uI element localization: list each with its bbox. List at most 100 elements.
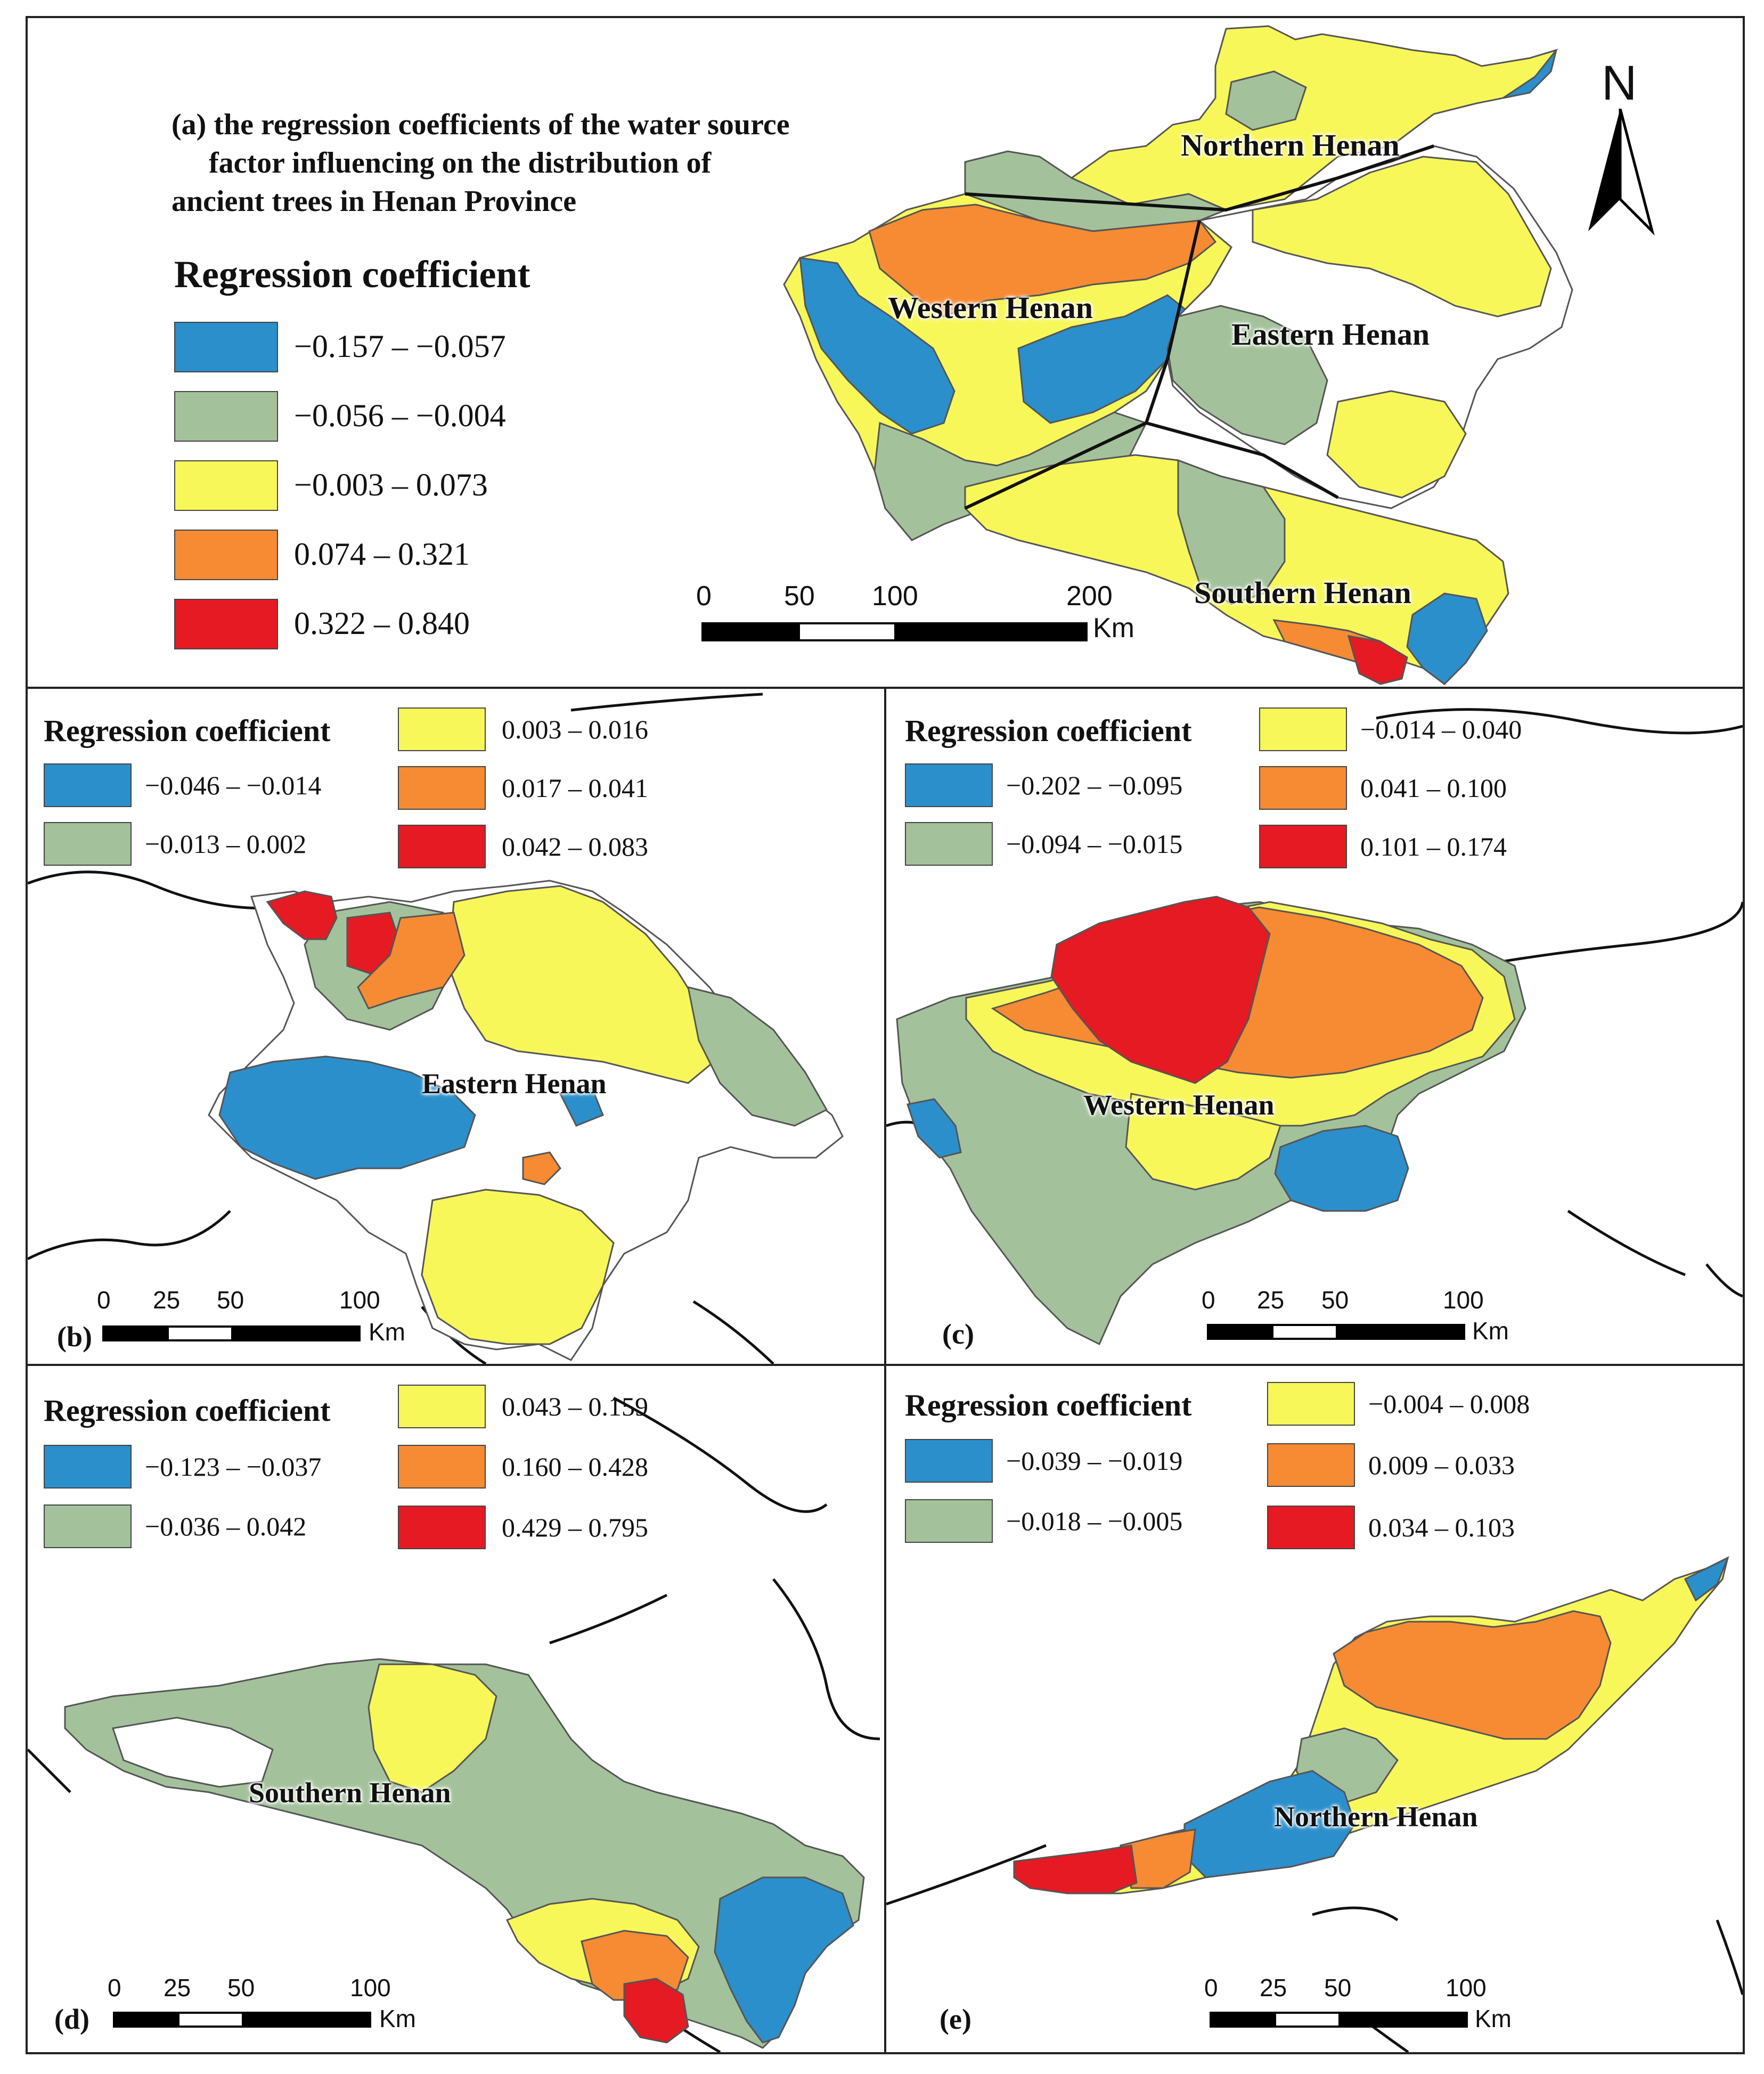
northern-henan-orange-west: [1120, 1828, 1196, 1889]
legend-label-3: −0.003 – 0.073: [294, 467, 488, 502]
legend-label-4: 0.074 – 0.321: [294, 536, 470, 572]
panel-b: Regression coefficient −0.046 – −0.014 −…: [28, 689, 886, 1366]
legend-swatch-1: [174, 322, 278, 372]
eastern-henan-blue-small: [559, 1087, 604, 1127]
legend-label-5: 0.429 – 0.795: [502, 1512, 648, 1542]
panel-a-title-line-3: ancient trees in Henan Province: [172, 185, 577, 218]
eastern-henan-yellow: [447, 885, 721, 1084]
eastern-henan-blue: [218, 1055, 476, 1180]
scale-tick-25: 25: [1260, 1974, 1287, 2002]
north-arrow-icon: [1588, 109, 1655, 236]
western-henan-blue-west: [799, 257, 956, 435]
scale-unit: Km: [369, 1318, 405, 1346]
scale-tick-0: 0: [696, 581, 712, 612]
scale-tick-50: 50: [1324, 1974, 1352, 2002]
southern-henan-yellow-north: [368, 1663, 497, 1793]
scale-tick-25: 25: [164, 1974, 191, 2002]
legend-swatch-5: [1259, 825, 1347, 868]
eastern-henan-orange-small: [522, 1151, 561, 1185]
region-label-southern: Southern Henan: [249, 1777, 451, 1809]
northern-henan-orange: [1333, 1610, 1612, 1740]
scale-tick-100: 100: [872, 581, 918, 612]
henan-map-a: [783, 25, 1573, 686]
legend-label-5: 0.322 – 0.840: [294, 606, 470, 641]
north-label: N: [1602, 56, 1637, 110]
context-boundary-lines: [886, 708, 1743, 1298]
scale-unit: Km: [1472, 1317, 1509, 1345]
scale-tick-100: 100: [1446, 1974, 1487, 2002]
panel-c: Regression coefficient −0.202 – −0.095 −…: [886, 689, 1743, 1366]
scale-tick-100: 100: [1443, 1286, 1484, 1314]
panel-letter-e: (e): [940, 2003, 971, 2035]
legend-label-3: −0.014 – 0.040: [1360, 714, 1522, 744]
northern-henan-red: [1013, 1844, 1138, 1894]
scale-tick-50: 50: [217, 1286, 244, 1314]
eastern-henan-yellow: [1252, 156, 1552, 318]
panel-a-title-line-2: factor influencing on the distribution o…: [209, 147, 712, 180]
legend-swatch-5: [398, 1506, 486, 1549]
legend-title: Regression coefficient: [44, 713, 331, 748]
scale-tick-0: 0: [1202, 1286, 1215, 1314]
southern-henan-green: [1177, 459, 1286, 605]
northern-henan-blue: [1502, 50, 1557, 99]
region-label-northern: Northern Henan: [1181, 128, 1400, 162]
legend-swatch-3: [398, 1385, 486, 1428]
scale-bar: [701, 622, 1088, 641]
eastern-henan-yellow2: [1326, 390, 1467, 499]
scale-tick-50: 50: [1321, 1286, 1349, 1314]
legend-swatch-4: [174, 530, 278, 580]
southern-henan-red: [623, 1978, 689, 2044]
northern-henan-map: [886, 1556, 1743, 2052]
northern-henan-blue-east: [1684, 1556, 1729, 1602]
southern-henan-white: [112, 1717, 274, 1788]
western-henan-blue-east: [1274, 1125, 1409, 1212]
southern-henan-map: [28, 1396, 880, 2052]
legend-label-1: −0.157 – −0.057: [294, 329, 506, 364]
panel-e: Regression coefficient −0.039 – −0.019 −…: [886, 1366, 1743, 2052]
legend-swatch-3: [398, 707, 486, 751]
panel-letter-b: (b): [57, 1321, 92, 1353]
eastern-henan-green-east: [687, 986, 828, 1127]
region-label-eastern: Eastern Henan: [422, 1068, 607, 1100]
region-label-western: Western Henan: [888, 290, 1093, 325]
legend-label-2: −0.036 – 0.042: [145, 1511, 307, 1541]
scale-bar: [113, 2012, 371, 2028]
region-boundary-lines: [964, 144, 1434, 510]
western-henan-blue-west: [907, 1098, 962, 1159]
legend-swatch-4: [1267, 1443, 1355, 1487]
eastern-henan-green: [1166, 305, 1328, 445]
legend-title: Regression coefficient: [905, 713, 1192, 748]
eastern-henan-yellow-south: [421, 1189, 615, 1345]
western-henan-yellow-south: [1125, 1093, 1281, 1191]
panel-letter-c: (c): [942, 1318, 974, 1350]
panel-a-title-line-1: (a) the regression coefficients of the w…: [172, 108, 790, 141]
legend-swatch-1: [905, 1439, 993, 1483]
northern-henan-region: [1013, 1556, 1729, 1894]
scale-tick-100: 100: [339, 1286, 380, 1314]
legend-label-4: 0.160 – 0.428: [502, 1452, 648, 1482]
legend-label-2: −0.056 – −0.004: [294, 398, 506, 433]
scale-bar: [102, 1325, 361, 1341]
region-label-eastern: Eastern Henan: [1231, 317, 1430, 352]
legend-label-2: −0.013 – 0.002: [145, 829, 307, 859]
scale-unit: Km: [379, 2005, 416, 2032]
northern-henan-green2: [1225, 70, 1307, 131]
region-label-western: Western Henan: [1083, 1089, 1275, 1121]
legend-label-5: 0.034 – 0.103: [1368, 1512, 1515, 1542]
legend-swatch-4: [1259, 766, 1347, 810]
eastern-henan-map: [28, 693, 844, 1364]
legend-swatch-2: [174, 391, 278, 442]
scale-unit: Km: [1475, 2005, 1512, 2032]
southern-henan-blue: [714, 1876, 854, 2044]
legend-label-2: −0.094 – −0.015: [1006, 829, 1183, 859]
eastern-henan-red: [266, 890, 338, 940]
legend-swatch-1: [905, 763, 993, 807]
legend-swatch-5: [174, 599, 278, 649]
legend-label-4: 0.009 – 0.033: [1368, 1450, 1515, 1480]
legend-label-5: 0.042 – 0.083: [502, 832, 648, 861]
panel-letter-d: (d): [54, 2003, 89, 2035]
legend-swatch-4: [398, 766, 486, 810]
legend-swatch-3: [1259, 707, 1347, 751]
legend-swatch-5: [1267, 1506, 1355, 1549]
legend-label-5: 0.101 – 0.174: [1360, 832, 1507, 861]
